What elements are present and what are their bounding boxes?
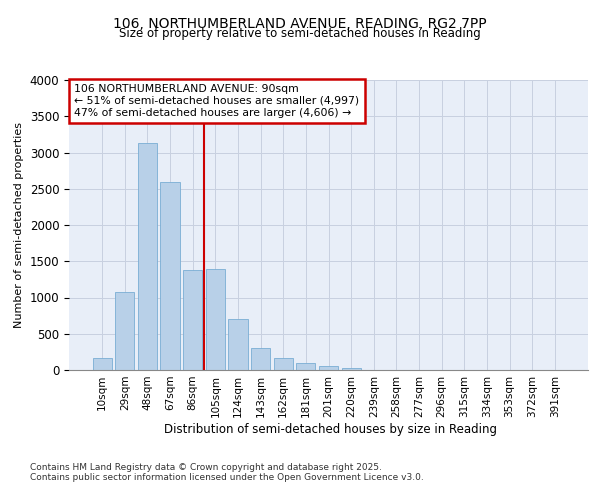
Text: Contains HM Land Registry data © Crown copyright and database right 2025.: Contains HM Land Registry data © Crown c… bbox=[30, 462, 382, 471]
Bar bbox=[138, 143, 157, 370]
Bar bbox=[160, 182, 180, 370]
Bar bbox=[274, 358, 293, 370]
Bar bbox=[296, 363, 316, 370]
Bar bbox=[183, 270, 202, 370]
Text: 106 NORTHUMBERLAND AVENUE: 90sqm
← 51% of semi-detached houses are smaller (4,99: 106 NORTHUMBERLAND AVENUE: 90sqm ← 51% o… bbox=[74, 84, 359, 117]
Bar bbox=[319, 366, 338, 370]
Y-axis label: Number of semi-detached properties: Number of semi-detached properties bbox=[14, 122, 24, 328]
Bar bbox=[251, 348, 270, 370]
Bar bbox=[115, 292, 134, 370]
Bar bbox=[341, 368, 361, 370]
Text: 106, NORTHUMBERLAND AVENUE, READING, RG2 7PP: 106, NORTHUMBERLAND AVENUE, READING, RG2… bbox=[113, 18, 487, 32]
Bar bbox=[92, 358, 112, 370]
Bar bbox=[206, 269, 225, 370]
Text: Size of property relative to semi-detached houses in Reading: Size of property relative to semi-detach… bbox=[119, 28, 481, 40]
Text: Distribution of semi-detached houses by size in Reading: Distribution of semi-detached houses by … bbox=[163, 422, 497, 436]
Text: Contains public sector information licensed under the Open Government Licence v3: Contains public sector information licen… bbox=[30, 472, 424, 482]
Bar bbox=[229, 318, 248, 370]
